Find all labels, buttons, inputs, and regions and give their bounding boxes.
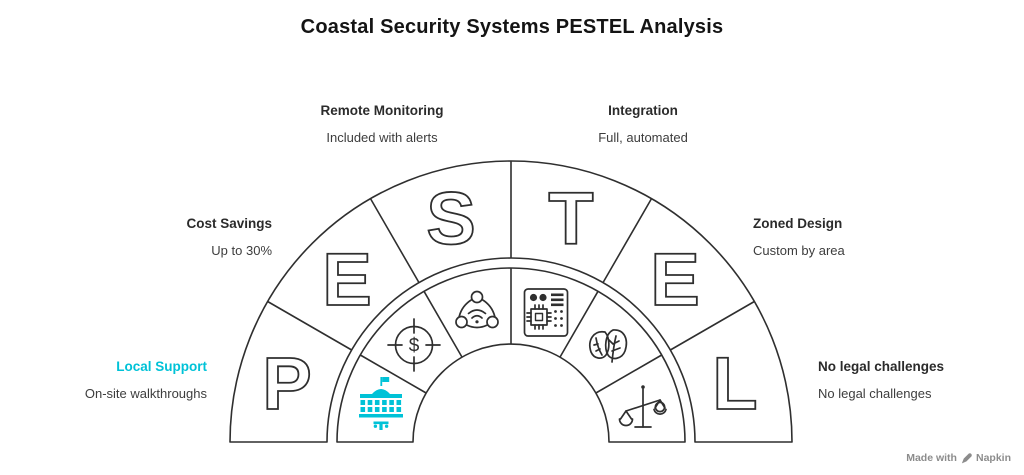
inner-ring-dividers bbox=[359, 268, 663, 394]
credit-made-with-text: Made with bbox=[906, 452, 957, 464]
segment-letter-e2: E bbox=[650, 238, 699, 321]
outer-ring-dividers bbox=[267, 161, 755, 351]
label-heading: Local Support bbox=[116, 359, 207, 374]
label-heading: Zoned Design bbox=[753, 216, 843, 231]
circuit-board-chip-icon bbox=[523, 288, 569, 337]
connected-network-icon bbox=[455, 290, 499, 329]
label-heading: Integration bbox=[608, 103, 678, 118]
napkin-credit: Made with Napkin bbox=[906, 452, 1011, 464]
outer-letter-ring bbox=[229, 160, 793, 443]
label-local-support: Local Support On-site walkthroughs bbox=[85, 359, 207, 402]
label-subtext: No legal challenges bbox=[818, 385, 932, 401]
label-no-legal-challenges: No legal challenges No legal challenges bbox=[818, 359, 944, 402]
credit-brand-text: Napkin bbox=[975, 452, 1011, 464]
label-subtext: Up to 30% bbox=[211, 242, 272, 258]
label-subtext: On-site walkthroughs bbox=[84, 385, 207, 401]
label-heading: Remote Monitoring bbox=[320, 103, 444, 118]
label-heading: Cost Savings bbox=[186, 216, 272, 231]
government-building-icon bbox=[359, 377, 403, 430]
label-subtext: Custom by area bbox=[753, 242, 845, 258]
segment-letter-l: L bbox=[712, 342, 757, 425]
segment-letter-e1: E bbox=[322, 238, 371, 321]
dollar-glyph: $ bbox=[409, 336, 420, 357]
label-zoned-design: Zoned Design Custom by area bbox=[753, 216, 845, 259]
label-remote-monitoring: Remote Monitoring Included with alerts bbox=[321, 103, 444, 146]
label-heading: No legal challenges bbox=[818, 359, 945, 374]
segment-letter-p: P bbox=[262, 342, 311, 425]
label-integration: Integration Full, automated bbox=[598, 103, 688, 146]
leaves-icon bbox=[589, 329, 628, 363]
inner-icon-ring bbox=[336, 267, 686, 443]
label-subtext: Included with alerts bbox=[326, 129, 438, 145]
scales-of-justice-icon bbox=[618, 385, 667, 428]
dollar-target-icon: $ bbox=[387, 318, 441, 372]
label-subtext: Full, automated bbox=[598, 129, 688, 145]
segment-letter-s: S bbox=[426, 177, 475, 260]
pen-nib-icon bbox=[961, 452, 972, 463]
label-cost-savings: Cost Savings Up to 30% bbox=[186, 216, 272, 259]
page-title: Coastal Security Systems PESTEL Analysis bbox=[300, 16, 724, 38]
segment-letter-t: T bbox=[548, 177, 593, 260]
